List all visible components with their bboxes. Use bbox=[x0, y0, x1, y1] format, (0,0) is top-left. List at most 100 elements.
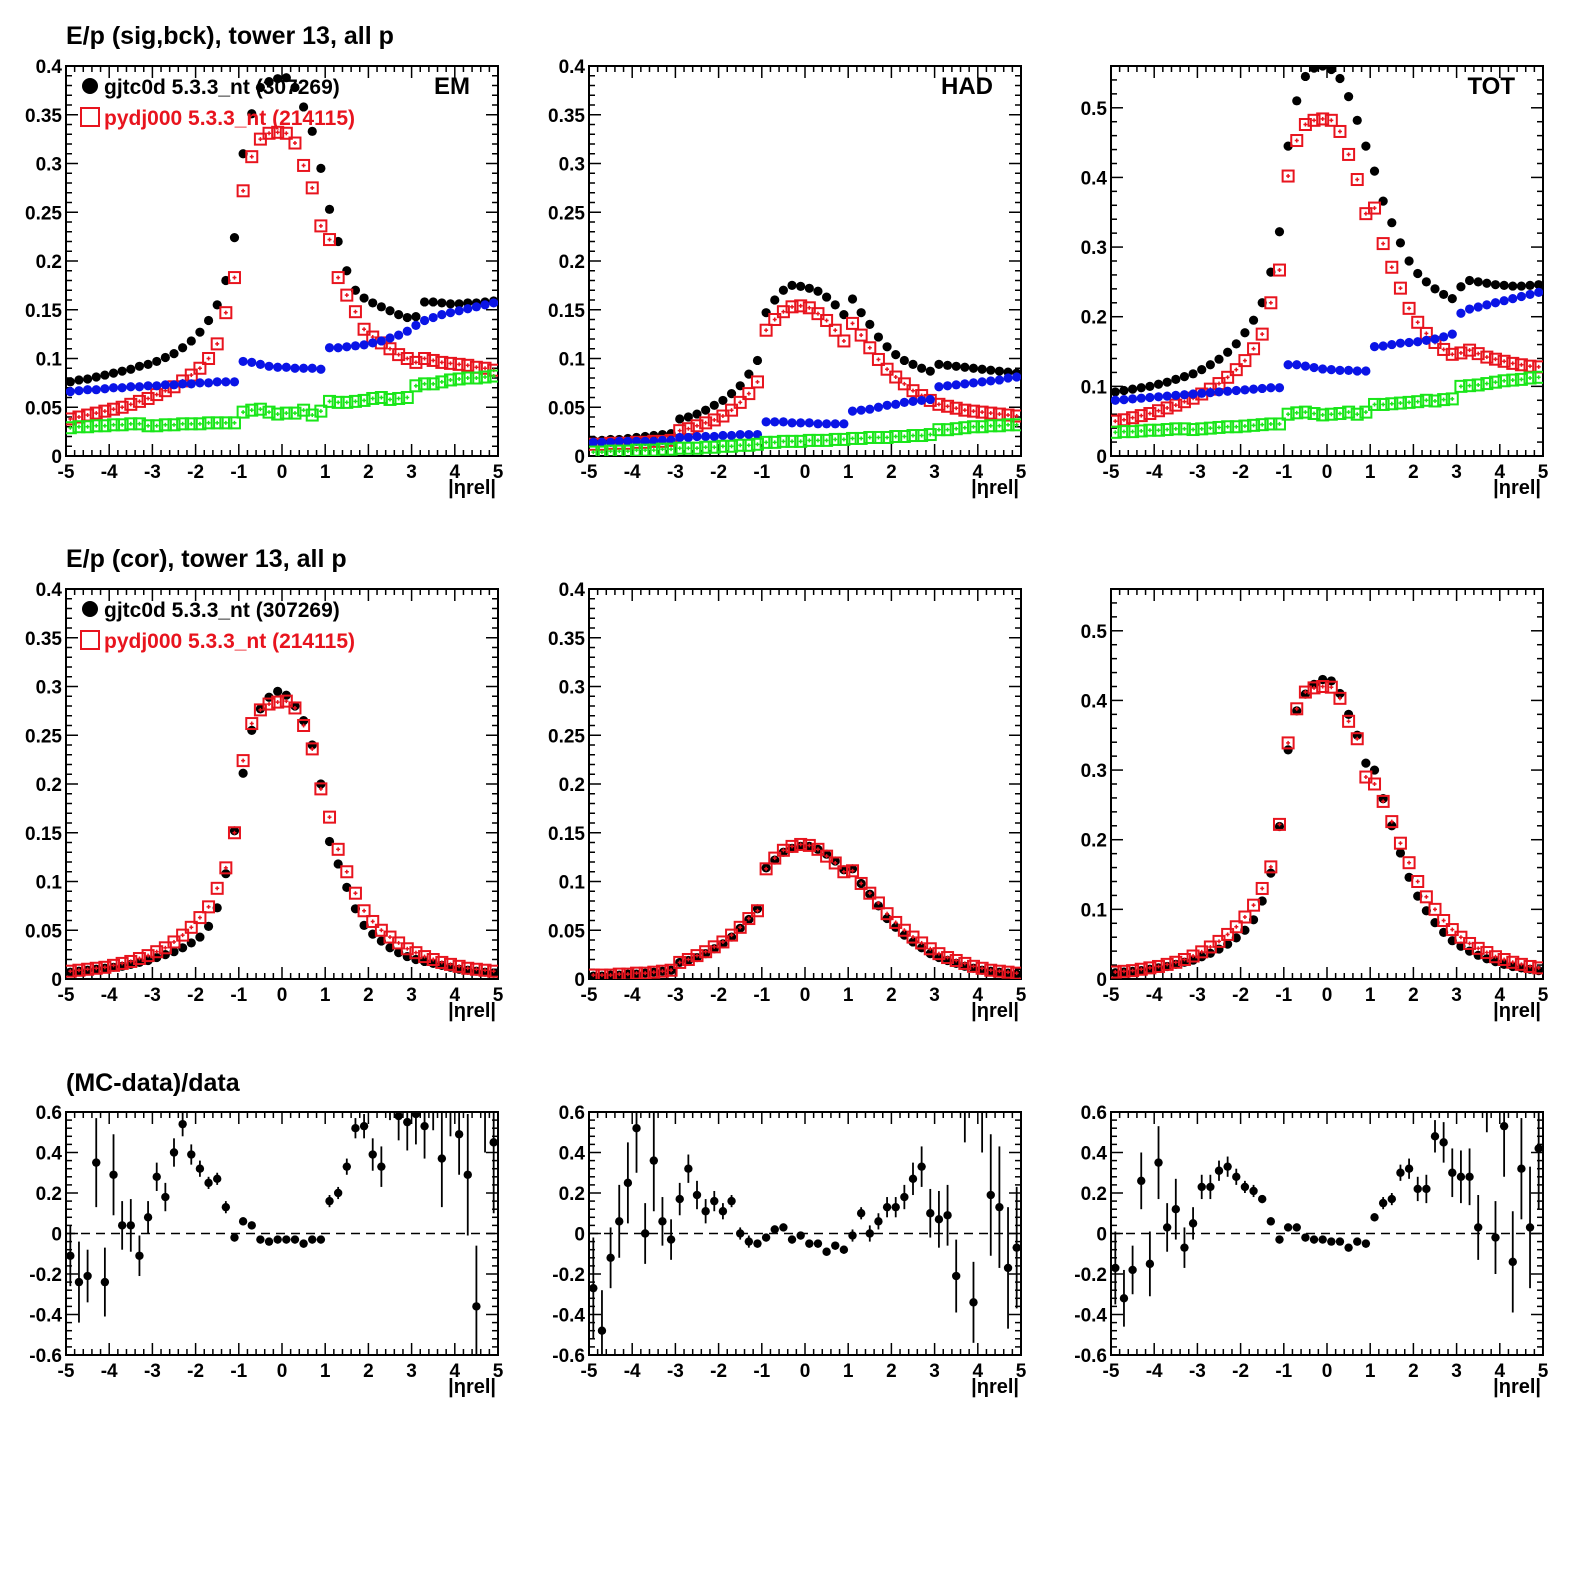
data-point bbox=[692, 1190, 702, 1200]
data-point bbox=[718, 1207, 728, 1216]
data-point bbox=[1523, 371, 1537, 385]
data-point bbox=[143, 381, 153, 391]
data-point bbox=[692, 431, 702, 442]
x-axis-label: |ηrel| bbox=[448, 1376, 496, 1398]
data-point bbox=[707, 440, 721, 454]
data-point bbox=[253, 402, 267, 416]
data-point bbox=[203, 315, 214, 326]
data-point bbox=[1437, 393, 1451, 407]
data-point bbox=[632, 1124, 641, 1133]
data-point bbox=[1275, 1235, 1284, 1244]
data-point bbox=[1264, 417, 1278, 431]
y-tick-label: -0.2 bbox=[1074, 1265, 1107, 1286]
data-point bbox=[1344, 709, 1354, 719]
data-point bbox=[1316, 408, 1330, 422]
data-point bbox=[400, 391, 414, 404]
data-point bbox=[281, 362, 291, 372]
x-tick-label: -4 bbox=[624, 1361, 641, 1382]
data-point bbox=[675, 432, 685, 443]
data-point bbox=[342, 1162, 351, 1171]
y-tick-label: -0.4 bbox=[1074, 1306, 1107, 1327]
data-point bbox=[316, 163, 326, 173]
data-point bbox=[828, 323, 842, 337]
data-point bbox=[1514, 957, 1528, 971]
data-point bbox=[1342, 405, 1356, 419]
y-tick-label: 0.3 bbox=[1081, 761, 1107, 782]
data-point bbox=[1378, 341, 1388, 351]
data-point bbox=[589, 968, 600, 979]
data-point bbox=[487, 964, 498, 978]
data-point bbox=[204, 1178, 213, 1188]
data-point bbox=[958, 403, 972, 417]
data-point bbox=[1111, 1263, 1120, 1273]
x-tick-label: 5 bbox=[1016, 1361, 1027, 1382]
data-point bbox=[1290, 406, 1304, 420]
data-point bbox=[655, 964, 669, 978]
data-point bbox=[1413, 337, 1423, 347]
data-point bbox=[725, 403, 739, 417]
data-point bbox=[394, 330, 404, 340]
data-point bbox=[595, 445, 609, 456]
data-point bbox=[1463, 379, 1477, 393]
data-point bbox=[1447, 329, 1457, 339]
data-point bbox=[1324, 680, 1338, 694]
data-point bbox=[1352, 115, 1362, 125]
data-point bbox=[1439, 289, 1449, 300]
data-point bbox=[1517, 1164, 1526, 1173]
data-point bbox=[176, 928, 190, 942]
data-point bbox=[1229, 920, 1243, 934]
data-point bbox=[1396, 1168, 1405, 1177]
data-point bbox=[1292, 96, 1302, 106]
data-point bbox=[709, 431, 719, 442]
data-point bbox=[1369, 166, 1380, 176]
x-tick-label: 1 bbox=[320, 1361, 331, 1382]
data-point bbox=[1353, 1237, 1362, 1246]
data-point bbox=[230, 1233, 239, 1242]
data-point bbox=[91, 385, 101, 395]
data-point bbox=[736, 1229, 745, 1238]
data-point bbox=[822, 419, 832, 429]
x-axis-label: |ηrel| bbox=[971, 1376, 1019, 1398]
x-tick-label: -5 bbox=[58, 462, 75, 483]
x-tick-label: 2 bbox=[363, 462, 374, 483]
data-point bbox=[333, 343, 343, 353]
data-point bbox=[100, 1277, 110, 1287]
data-point bbox=[820, 849, 834, 863]
data-point bbox=[1223, 347, 1233, 357]
data-point bbox=[966, 420, 980, 434]
data-point bbox=[908, 1174, 918, 1184]
data-point bbox=[262, 126, 276, 140]
plot-frame bbox=[1110, 588, 1544, 980]
data-point bbox=[776, 843, 790, 857]
data-point bbox=[141, 419, 155, 433]
data-point bbox=[1223, 386, 1233, 396]
data-point bbox=[1413, 1184, 1422, 1194]
series-2 bbox=[589, 299, 1021, 451]
data-point bbox=[1180, 1243, 1189, 1252]
x-tick-label: -2 bbox=[1232, 462, 1249, 483]
panel-1: -5 -4 -3 -2 -1 0 1 2 3 4 5 0 0.05 0.1 0.15 0.2 0.25 0.3 0.… bbox=[25, 57, 504, 499]
data-point bbox=[299, 363, 309, 373]
data-point bbox=[839, 419, 849, 429]
data-point bbox=[273, 362, 283, 372]
data-point bbox=[1203, 421, 1217, 435]
data-point bbox=[1318, 1235, 1327, 1244]
x-tick-label: 2 bbox=[363, 985, 374, 1006]
data-point bbox=[975, 961, 989, 975]
data-point bbox=[977, 377, 987, 387]
x-tick-label: -1 bbox=[230, 462, 247, 483]
data-point bbox=[1255, 327, 1269, 341]
data-point bbox=[227, 826, 241, 840]
data-point bbox=[1359, 405, 1373, 419]
x-tick-label: 1 bbox=[1365, 1361, 1376, 1382]
data-point bbox=[1471, 941, 1485, 955]
data-point bbox=[1342, 147, 1356, 161]
x-tick-label: -2 bbox=[187, 462, 204, 483]
data-point bbox=[489, 298, 498, 308]
data-point bbox=[813, 1239, 823, 1248]
data-point bbox=[753, 1239, 762, 1248]
data-point bbox=[1480, 377, 1494, 391]
data-point bbox=[158, 418, 172, 432]
data-point bbox=[683, 432, 693, 443]
data-point bbox=[255, 82, 265, 93]
